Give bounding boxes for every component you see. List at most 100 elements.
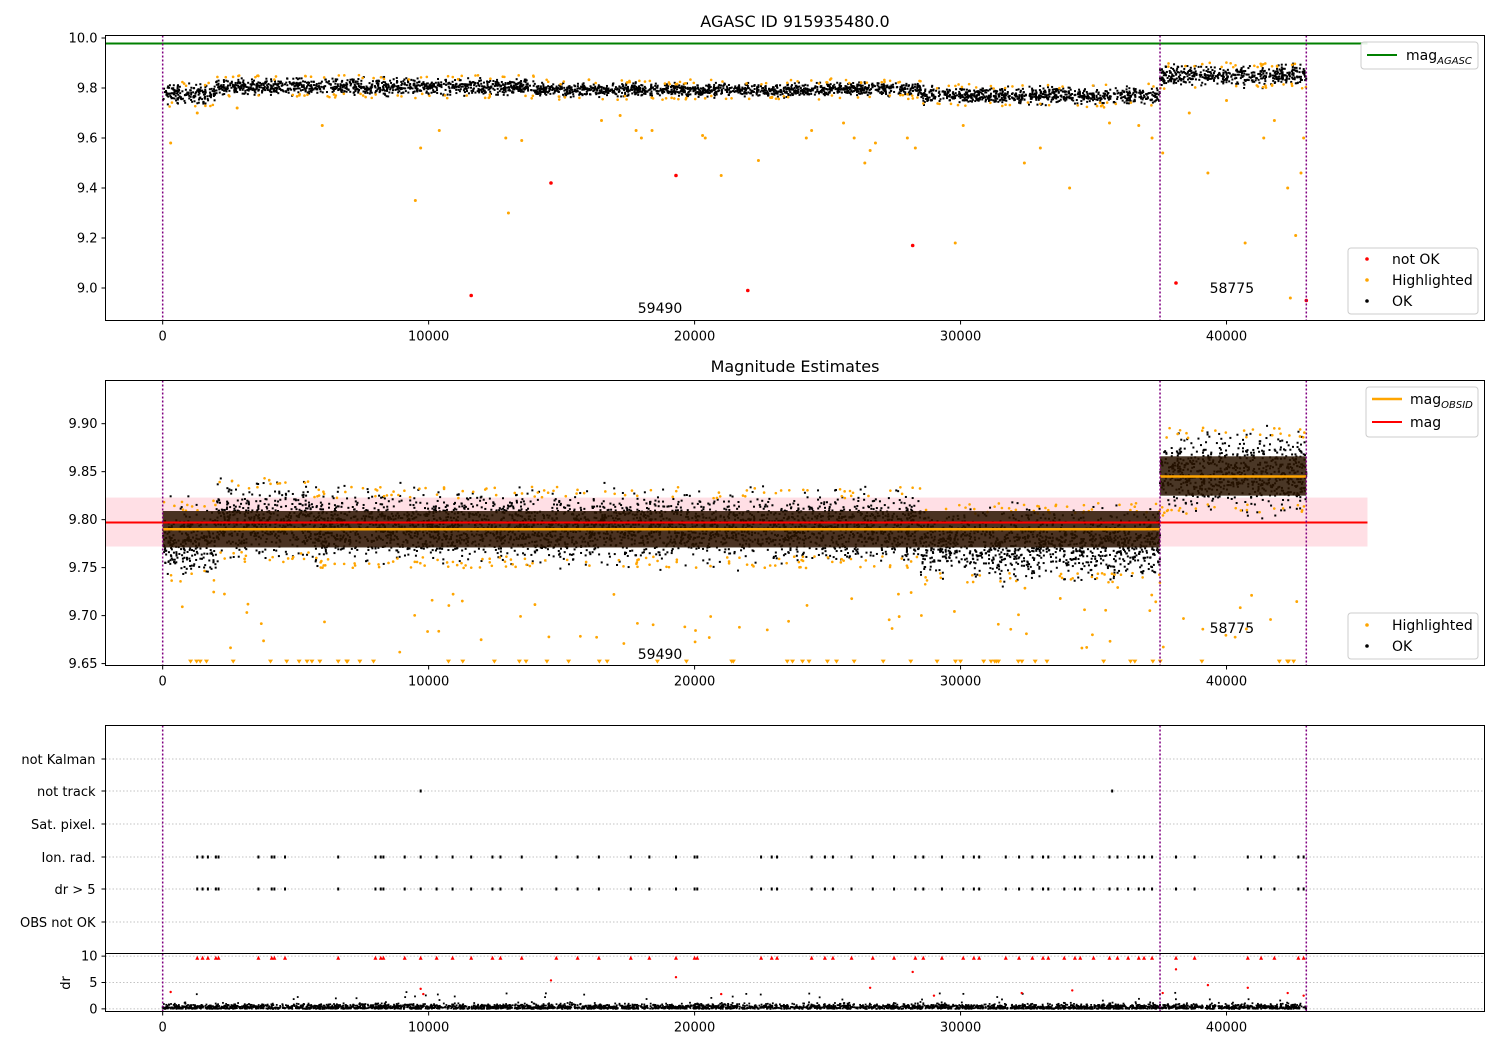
ok-point bbox=[814, 91, 817, 94]
ok-point bbox=[545, 87, 548, 90]
ok-point bbox=[500, 80, 503, 83]
ok-point bbox=[436, 92, 439, 95]
ok-point bbox=[779, 84, 782, 87]
ok-point bbox=[1056, 89, 1059, 92]
ok-point bbox=[381, 81, 384, 84]
ok-point bbox=[1097, 97, 1100, 100]
ok-point bbox=[743, 90, 746, 93]
ok-point bbox=[382, 87, 385, 90]
ok-point bbox=[440, 81, 443, 84]
highlighted-point bbox=[829, 77, 833, 80]
ok-point bbox=[959, 94, 962, 97]
ok-point bbox=[217, 82, 220, 85]
ok-point bbox=[472, 88, 475, 91]
ok-point bbox=[905, 84, 908, 87]
ok-point bbox=[548, 87, 551, 90]
ok-point bbox=[516, 86, 519, 89]
highlighted-point bbox=[235, 106, 239, 110]
ok-point bbox=[880, 83, 883, 86]
ok-point bbox=[549, 86, 552, 89]
ok-point bbox=[1143, 102, 1146, 105]
ok-point bbox=[1155, 87, 1158, 90]
obs-annotation: 58775 bbox=[1210, 281, 1255, 297]
ok-point bbox=[608, 555, 611, 558]
ok-point bbox=[341, 89, 344, 92]
ok-point bbox=[310, 84, 313, 87]
ok-point bbox=[385, 95, 388, 98]
ok-point bbox=[382, 80, 385, 83]
ok-point bbox=[210, 87, 213, 90]
ok-point bbox=[457, 86, 460, 89]
ok-point bbox=[1141, 98, 1144, 101]
ok-point bbox=[557, 90, 560, 93]
ok-point bbox=[300, 509, 303, 512]
ok-point bbox=[510, 504, 513, 507]
ok-point bbox=[1081, 95, 1084, 98]
ok-point bbox=[830, 89, 833, 92]
ok-point bbox=[1263, 82, 1266, 85]
ok-point bbox=[219, 477, 222, 480]
ok-point bbox=[844, 85, 847, 88]
ok-point bbox=[1240, 67, 1243, 70]
ok-point bbox=[203, 93, 206, 96]
ok-point bbox=[761, 89, 764, 92]
ok-point bbox=[984, 98, 987, 101]
ok-point bbox=[708, 91, 711, 94]
ok-point bbox=[263, 502, 266, 505]
ok-point bbox=[256, 82, 259, 85]
ok-point bbox=[291, 82, 294, 85]
ok-point bbox=[961, 88, 964, 91]
ok-point bbox=[953, 93, 956, 96]
ok-point bbox=[216, 560, 219, 563]
ok-point bbox=[706, 95, 709, 98]
ok-point bbox=[502, 93, 505, 96]
ok-point bbox=[552, 555, 555, 558]
ok-point bbox=[442, 562, 445, 565]
ok-point bbox=[845, 85, 848, 88]
ok-point bbox=[172, 87, 175, 90]
ok-point bbox=[357, 89, 360, 92]
ok-point bbox=[776, 92, 779, 95]
ok-point bbox=[347, 88, 350, 91]
ok-point bbox=[542, 84, 545, 87]
ok-point bbox=[212, 561, 215, 564]
ok-point bbox=[1055, 95, 1058, 98]
ok-point bbox=[674, 92, 677, 95]
ok-point bbox=[874, 88, 877, 91]
ok-point bbox=[215, 81, 218, 84]
ok-point bbox=[462, 89, 465, 92]
ok-point bbox=[324, 85, 327, 88]
ok-point bbox=[237, 86, 240, 89]
ok-point bbox=[789, 91, 792, 94]
ok-point bbox=[1102, 102, 1105, 105]
ok-point bbox=[175, 552, 178, 555]
ok-point bbox=[1200, 65, 1203, 68]
ok-point bbox=[180, 97, 183, 100]
ok-point bbox=[1031, 92, 1034, 95]
ok-point bbox=[1065, 97, 1068, 100]
ok-point bbox=[889, 90, 892, 93]
highlighted-point bbox=[852, 136, 856, 140]
ok-point bbox=[515, 78, 518, 81]
ok-point bbox=[761, 87, 764, 90]
ok-point bbox=[1300, 78, 1303, 81]
ok-point bbox=[861, 87, 864, 90]
ok-point bbox=[365, 89, 368, 92]
ok-point bbox=[1184, 71, 1187, 74]
ok-point bbox=[394, 88, 397, 91]
ok-point bbox=[246, 499, 249, 502]
ok-point bbox=[214, 553, 217, 556]
highlighted-point bbox=[1293, 62, 1297, 66]
ok-point bbox=[228, 89, 231, 92]
ok-point bbox=[177, 93, 180, 96]
ok-point bbox=[785, 90, 788, 93]
ok-point bbox=[264, 498, 267, 501]
ok-point bbox=[1203, 74, 1206, 77]
ok-point bbox=[339, 85, 342, 88]
ok-point bbox=[466, 85, 469, 88]
ok-point bbox=[1200, 84, 1203, 87]
highlighted-point bbox=[1290, 82, 1294, 86]
ok-point bbox=[890, 84, 893, 87]
ok-point bbox=[606, 89, 609, 92]
ok-point bbox=[1010, 96, 1013, 99]
